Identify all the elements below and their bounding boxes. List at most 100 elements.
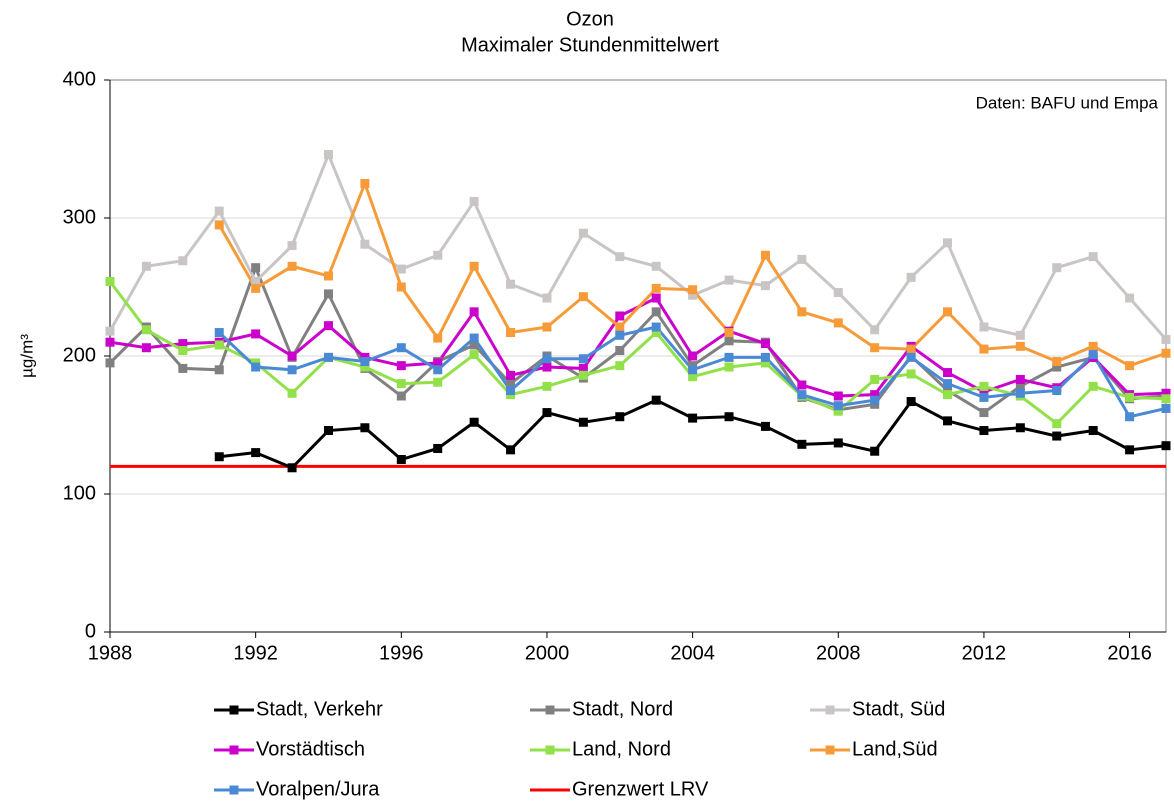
legend-label: Land,Süd xyxy=(852,738,938,760)
data-point xyxy=(1015,381,1025,391)
data-point xyxy=(469,333,479,343)
data-point xyxy=(323,426,333,436)
data-point xyxy=(178,363,188,373)
data-point xyxy=(287,365,297,375)
annotation: Daten: BAFU und Empa xyxy=(976,93,1159,112)
data-point xyxy=(433,377,443,387)
data-point xyxy=(651,261,661,271)
data-point xyxy=(214,340,224,350)
y-tick-label: 0 xyxy=(85,620,96,642)
data-point xyxy=(651,395,661,405)
data-point xyxy=(979,381,989,391)
data-point xyxy=(943,238,953,248)
data-point xyxy=(979,408,989,418)
data-point xyxy=(979,344,989,354)
data-point xyxy=(1161,441,1171,451)
chart-subtitle: Maximaler Stundenmittelwert xyxy=(461,34,719,56)
data-point xyxy=(105,337,115,347)
data-point xyxy=(651,328,661,338)
data-point xyxy=(396,282,406,292)
data-point xyxy=(251,448,261,458)
data-point xyxy=(506,328,516,338)
x-tick-label: 1996 xyxy=(379,642,424,664)
data-point xyxy=(251,329,261,339)
data-point xyxy=(360,362,370,372)
data-point xyxy=(833,288,843,298)
x-tick-label: 2012 xyxy=(962,642,1007,664)
data-point xyxy=(214,452,224,462)
data-point xyxy=(251,263,261,273)
data-point xyxy=(396,264,406,274)
data-point xyxy=(542,362,552,372)
x-tick-label: 2016 xyxy=(1107,642,1152,664)
data-point xyxy=(433,250,443,260)
data-point xyxy=(1052,362,1062,372)
legend-label: Grenzwert LRV xyxy=(572,778,709,800)
data-point xyxy=(1125,293,1135,303)
data-point xyxy=(1015,388,1025,398)
data-point xyxy=(651,322,661,332)
data-point xyxy=(323,352,333,362)
data-point xyxy=(615,322,625,332)
y-axis-label: µg/m³ xyxy=(17,334,36,378)
data-point xyxy=(1125,445,1135,455)
data-point xyxy=(214,220,224,230)
data-point xyxy=(906,369,916,379)
data-point xyxy=(396,391,406,401)
data-point xyxy=(1015,330,1025,340)
data-point xyxy=(870,325,880,335)
data-point xyxy=(724,275,734,285)
data-point xyxy=(433,365,443,375)
data-point xyxy=(1125,392,1135,402)
legend-label: Stadt, Verkehr xyxy=(256,698,383,720)
data-point xyxy=(797,254,807,264)
data-point xyxy=(542,408,552,418)
data-point xyxy=(797,380,807,390)
data-point xyxy=(724,412,734,422)
data-point xyxy=(724,328,734,338)
data-point xyxy=(797,307,807,317)
data-point xyxy=(833,318,843,328)
legend-label: Voralpen/Jura xyxy=(256,778,380,800)
legend-label: Land, Nord xyxy=(572,738,671,760)
data-point xyxy=(943,307,953,317)
data-point xyxy=(360,179,370,188)
data-point xyxy=(688,365,698,375)
data-point xyxy=(506,279,516,289)
x-tick-label: 1992 xyxy=(233,642,278,664)
data-point xyxy=(469,340,479,350)
data-point xyxy=(360,423,370,433)
data-point xyxy=(979,387,989,397)
data-point xyxy=(578,292,588,302)
data-point xyxy=(979,426,989,436)
data-point xyxy=(1125,361,1135,371)
data-point xyxy=(870,374,880,384)
data-point xyxy=(178,345,188,355)
data-point xyxy=(433,443,443,453)
data-point xyxy=(724,362,734,372)
data-point xyxy=(615,345,625,355)
data-point xyxy=(578,370,588,380)
data-point xyxy=(287,351,297,361)
legend-marker xyxy=(545,745,555,755)
data-point xyxy=(833,391,843,401)
data-point xyxy=(870,395,880,405)
data-point xyxy=(1125,412,1135,422)
data-point xyxy=(1161,334,1171,344)
data-point xyxy=(1052,263,1062,273)
data-point xyxy=(578,363,588,373)
data-point xyxy=(688,285,698,295)
data-point xyxy=(360,239,370,249)
data-point xyxy=(1088,252,1098,262)
series-line xyxy=(108,150,1168,341)
data-point xyxy=(506,370,516,380)
data-point xyxy=(943,416,953,426)
data-point xyxy=(688,372,698,382)
data-point xyxy=(396,379,406,389)
data-point xyxy=(1015,423,1025,433)
data-point xyxy=(1052,357,1062,367)
data-point xyxy=(178,339,188,349)
data-point xyxy=(141,261,151,271)
y-tick-label: 300 xyxy=(63,206,96,228)
